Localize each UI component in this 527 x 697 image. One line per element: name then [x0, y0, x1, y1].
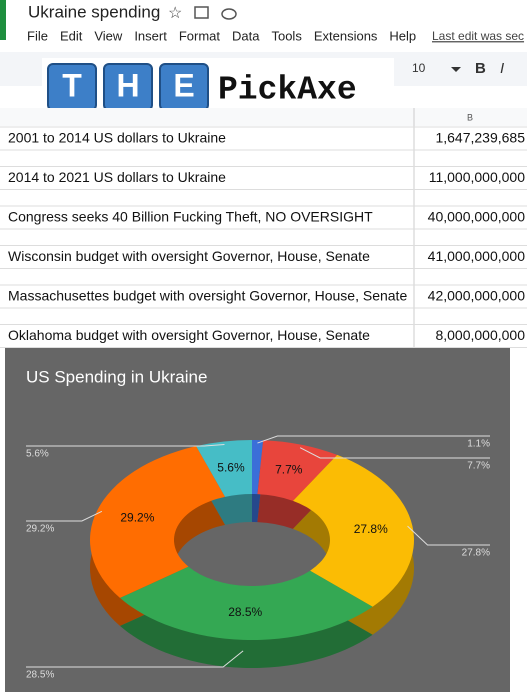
logo-letter: E [173, 67, 194, 103]
slice-label: 28.5% [228, 605, 262, 619]
menu-item[interactable]: Insert [134, 28, 167, 43]
menu-item[interactable]: View [94, 28, 123, 43]
menu-item[interactable]: Data [232, 28, 260, 43]
menu-item[interactable]: File [27, 28, 48, 43]
donut-chart: 1.1% 7.7% 7.7% 27.8% 27.8% 28.5% 28.5% 29.2% 29.… [26, 435, 490, 681]
bold-button[interactable]: B [475, 60, 486, 77]
outside-label: 5.6% [26, 449, 49, 460]
outside-label: 27.8% [462, 548, 490, 559]
menu-bar: File Edit View Insert Format Data Tools Extensi… [27, 28, 416, 43]
italic-button[interactable]: I [500, 60, 504, 77]
cell-label: 2001 to 2014 US dollars to Ukraine [8, 130, 226, 146]
menu-item[interactable]: Help [389, 28, 416, 43]
leader-line [407, 525, 490, 546]
leader-line [26, 444, 225, 447]
menu-item[interactable]: Tools [271, 28, 302, 43]
cell-value: 8,000,000,000 [435, 327, 525, 343]
slice-label: 29.2% [120, 511, 154, 525]
cell-value: 1,647,239,685 [435, 130, 525, 146]
dropdown-arrow[interactable] [451, 67, 461, 72]
donut-slice [252, 440, 264, 495]
star-icon[interactable]: ☆ [168, 5, 182, 22]
cell-value: 41,000,000,000 [428, 248, 526, 264]
logo-background [42, 58, 394, 116]
logo-letter: T [62, 67, 82, 103]
logo-letter: H [116, 67, 139, 103]
leader-line [257, 435, 490, 444]
cell-label: Massachusettes budget with oversight Gov… [8, 288, 407, 304]
leader-line [26, 510, 103, 522]
outside-label: 1.1% [467, 439, 490, 450]
menu-item[interactable]: Extensions [314, 28, 378, 43]
outside-label: 29.2% [26, 524, 54, 535]
cell-value: 40,000,000,000 [428, 209, 526, 225]
outside-label: 28.5% [26, 670, 54, 681]
doc-title[interactable]: Ukraine spending [28, 2, 160, 21]
slice-label: 7.7% [275, 463, 303, 477]
outside-label: 7.7% [467, 461, 490, 472]
menu-item[interactable]: Format [179, 28, 221, 43]
menu-item[interactable]: Edit [60, 28, 83, 43]
sheet-rows: 2001 to 2014 US dollars to Ukraine 1,647,… [0, 126, 527, 348]
donut-slice [196, 440, 252, 497]
sheets-icon [0, 0, 6, 40]
donut-slice [257, 440, 338, 501]
cell-label: Oklahoma budget with oversight Governor,… [8, 327, 370, 343]
font-size[interactable]: 10 [412, 61, 426, 75]
folder-icon[interactable] [194, 6, 209, 19]
last-edit[interactable]: Last edit was sec [432, 29, 524, 43]
column-header: B [467, 112, 473, 122]
cell-label: Congress seeks 40 Billion Fucking Theft,… [8, 209, 373, 225]
logo-text: PickAxe [218, 72, 357, 109]
slice-label: 5.6% [217, 460, 245, 474]
donut-slice [119, 566, 373, 640]
donut-slice [293, 454, 414, 607]
donut-slice [90, 446, 226, 598]
column-header-bar [0, 108, 527, 126]
cell-value: 11,000,000,000 [429, 169, 525, 185]
slice-label: 27.8% [354, 522, 388, 536]
cell-label: 2014 to 2021 US dollars to Ukraine [8, 169, 226, 185]
chart-title: US Spending in Ukraine [26, 367, 207, 386]
leader-line [299, 447, 490, 459]
cell-label: Wisconsin budget with oversight Governor… [8, 248, 370, 264]
cloud-icon[interactable] [221, 8, 237, 20]
leader-line [26, 650, 244, 668]
cell-value: 42,000,000,000 [428, 288, 526, 304]
